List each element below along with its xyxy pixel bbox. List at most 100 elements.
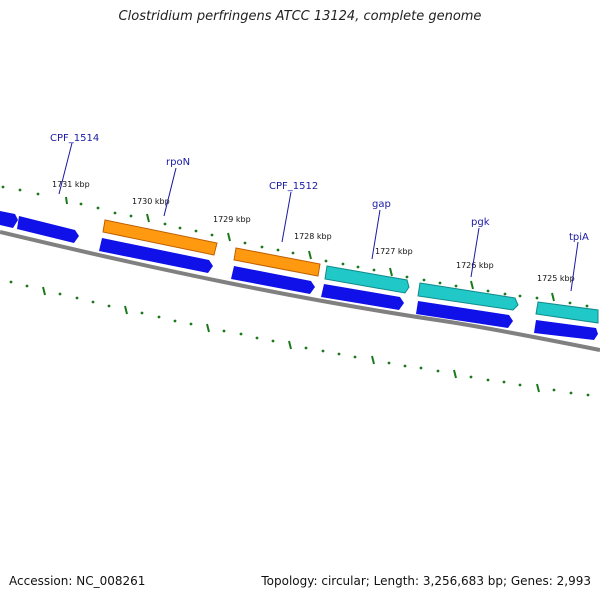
- feature-track-cds: [0, 211, 598, 340]
- minor-tick: [91, 300, 95, 304]
- major-tick: [308, 250, 312, 260]
- minor-tick: [503, 292, 507, 296]
- genome-backbone: [0, 230, 600, 352]
- gene-arrow-pgk[interactable]: [417, 282, 519, 311]
- tick-label: 1728 kbp: [294, 232, 332, 241]
- minor-tick: [586, 393, 590, 397]
- minor-tick: [585, 304, 589, 308]
- minor-tick: [372, 268, 376, 272]
- tick-label: 1726 kbp: [456, 261, 494, 270]
- minor-tick: [569, 391, 573, 395]
- minor-tick: [552, 388, 556, 392]
- minor-tick: [276, 248, 280, 252]
- major-tick: [288, 340, 292, 350]
- minor-tick: [436, 369, 440, 373]
- minor-tick: [438, 281, 442, 285]
- minor-tick: [194, 229, 198, 233]
- map-title: Clostridium perfringens ATCC 13124, comp…: [118, 9, 482, 24]
- feature-track-colored: [102, 219, 599, 324]
- minor-tick: [324, 259, 328, 263]
- cds-arrow[interactable]: [231, 266, 315, 294]
- accession-label: Accession: NC_008261: [9, 574, 146, 588]
- minor-tick: [469, 375, 473, 379]
- cds-arrow[interactable]: [17, 216, 79, 243]
- cds-arrow[interactable]: [99, 238, 213, 273]
- gene-arrow-rpoN[interactable]: [102, 219, 218, 256]
- tick-label: 1730 kbp: [132, 197, 170, 206]
- major-tick: [124, 305, 128, 315]
- gene-label-pgk[interactable]: pgk: [471, 217, 490, 228]
- leader-line: [163, 167, 177, 217]
- gene-label-gap[interactable]: gap: [372, 199, 391, 210]
- minor-tick: [321, 349, 325, 353]
- major-tick: [146, 213, 150, 223]
- minor-tick: [189, 322, 193, 326]
- minor-tick: [75, 296, 79, 300]
- leader-line: [570, 241, 579, 292]
- genome-summary-label: Topology: circular; Length: 3,256,683 bp…: [261, 574, 591, 588]
- minor-tick: [454, 284, 458, 288]
- minor-tick: [239, 332, 243, 336]
- minor-tick: [568, 301, 572, 305]
- major-tick: [227, 232, 231, 242]
- minor-tick: [291, 251, 295, 255]
- leader-line: [281, 191, 292, 243]
- minor-tick: [157, 315, 161, 319]
- minor-tick: [163, 222, 167, 226]
- minor-tick: [255, 336, 259, 340]
- cds-arrow[interactable]: [321, 284, 404, 310]
- minor-tick: [486, 289, 490, 293]
- leader-line: [470, 227, 480, 278]
- leader-line: [58, 142, 73, 195]
- minor-tick: [337, 352, 341, 356]
- minor-tick: [518, 294, 522, 298]
- minor-tick: [502, 380, 506, 384]
- minor-tick: [210, 233, 214, 237]
- gene-label-rpoN[interactable]: rpoN: [166, 157, 190, 168]
- minor-tick: [260, 245, 264, 249]
- minor-tick: [486, 378, 490, 382]
- minor-tick: [36, 192, 40, 196]
- tick-label: 1725 kbp: [537, 274, 575, 283]
- tick-label: 1729 kbp: [213, 215, 251, 224]
- minor-tick: [518, 383, 522, 387]
- major-tick: [551, 292, 555, 302]
- minor-tick: [18, 188, 22, 192]
- minor-tick: [58, 292, 62, 296]
- cds-arrow[interactable]: [534, 320, 598, 340]
- minor-tick: [405, 275, 409, 279]
- major-tick: [42, 286, 46, 296]
- tick-label: 1727 kbp: [375, 247, 413, 256]
- minor-tick: [9, 280, 13, 284]
- gene-arrow-gap[interactable]: [324, 265, 410, 294]
- minor-tick: [173, 319, 177, 323]
- tick-label: 1731 kbp: [52, 180, 90, 189]
- leader-line: [371, 209, 381, 260]
- cds-arrow[interactable]: [0, 211, 18, 228]
- gene-label-CPF_1512[interactable]: CPF_1512: [269, 181, 318, 192]
- major-tick: [536, 383, 540, 393]
- major-tick: [206, 323, 210, 333]
- outer-tick-track: [1, 185, 589, 308]
- minor-tick: [107, 304, 111, 308]
- minor-tick: [113, 211, 117, 215]
- major-tick: [453, 369, 457, 379]
- cds-arrow[interactable]: [416, 301, 513, 328]
- major-tick: [470, 280, 474, 290]
- major-tick: [389, 267, 393, 277]
- gene-label-tpiA[interactable]: tpiA: [569, 232, 589, 243]
- minor-tick: [140, 311, 144, 315]
- major-tick: [371, 355, 375, 365]
- gene-arrow-CPF_1512[interactable]: [233, 247, 321, 277]
- gene-labels: CPF_1514 rpoN CPF_1512 gap pgk tpiA: [50, 133, 589, 243]
- minor-tick: [129, 214, 133, 218]
- minor-tick: [353, 355, 357, 359]
- minor-tick: [304, 346, 308, 350]
- gene-label-CPF_1514[interactable]: CPF_1514: [50, 133, 99, 144]
- minor-tick: [341, 262, 345, 266]
- minor-tick: [356, 265, 360, 269]
- gene-arrow-tpiA[interactable]: [535, 301, 599, 324]
- minor-tick: [535, 296, 539, 300]
- minor-tick: [271, 339, 275, 343]
